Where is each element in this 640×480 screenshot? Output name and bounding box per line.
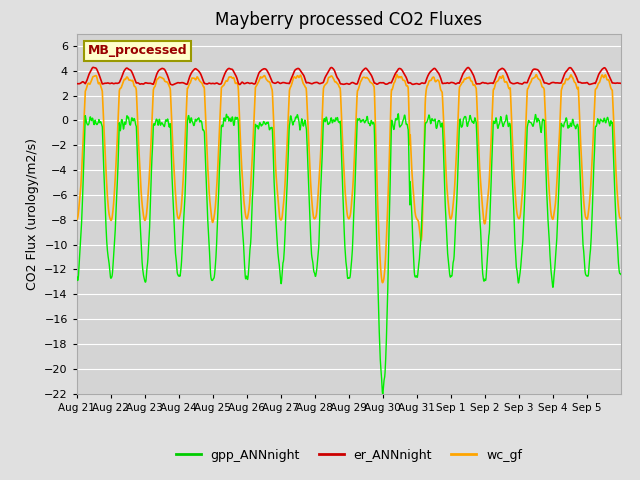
- Text: MB_processed: MB_processed: [88, 44, 188, 58]
- Legend: gpp_ANNnight, er_ANNnight, wc_gf: gpp_ANNnight, er_ANNnight, wc_gf: [171, 444, 527, 467]
- Title: Mayberry processed CO2 Fluxes: Mayberry processed CO2 Fluxes: [215, 11, 483, 29]
- Y-axis label: CO2 Flux (urology/m2/s): CO2 Flux (urology/m2/s): [26, 138, 38, 289]
